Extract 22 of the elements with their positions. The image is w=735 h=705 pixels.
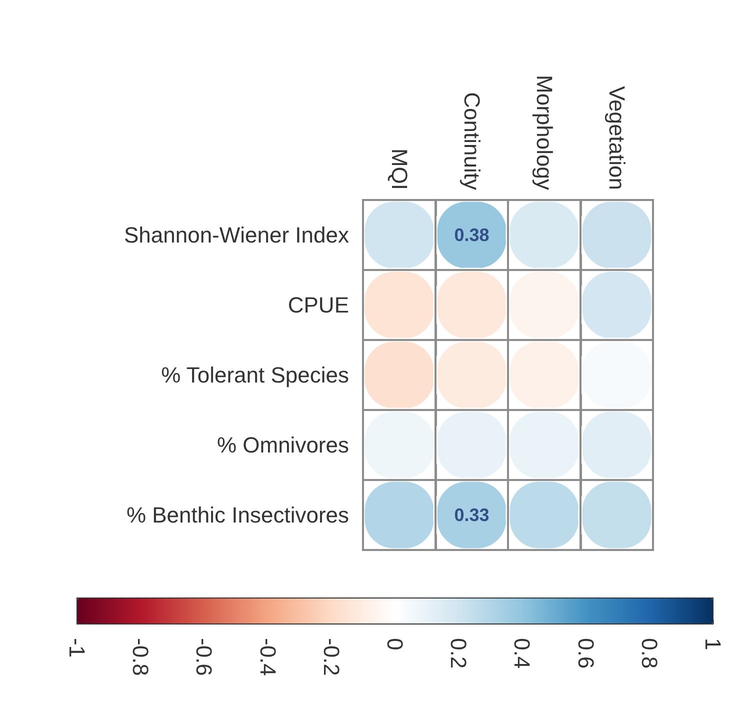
y-tick-label: % Omnivores	[216, 432, 349, 458]
y-tick-label: % Benthic Insectivores	[126, 502, 349, 528]
x-tick-label: Continuity	[459, 92, 484, 190]
data-label: 0.38	[454, 225, 490, 245]
x-tick-label: Morphology	[532, 75, 557, 190]
x-tick-label: MQI	[386, 148, 412, 190]
data-label: 0.33	[454, 505, 490, 525]
color-bar-label: -0.4	[255, 638, 280, 676]
color-bar-label: -0.6	[192, 638, 217, 676]
y-tick-label: Shannon-Wiener Index	[124, 222, 349, 248]
color-bar-label: 0	[382, 638, 408, 650]
color-bar-label: -0.8	[128, 638, 154, 676]
color-bar-label: -0.2	[318, 638, 344, 676]
color-bar-label: 0.6	[573, 638, 598, 669]
y-tick-label: CPUE	[288, 292, 349, 318]
color-bar-label: 0.4	[510, 638, 535, 669]
color-bar-label: 1	[700, 638, 726, 650]
y-tick-label: % Tolerant Species	[161, 362, 349, 388]
color-bar-label: 0.2	[446, 638, 472, 669]
color-bar-label: -1	[64, 638, 90, 658]
color-bar-label: 0.8	[636, 638, 662, 669]
x-tick-label: Vegetation	[604, 86, 630, 190]
